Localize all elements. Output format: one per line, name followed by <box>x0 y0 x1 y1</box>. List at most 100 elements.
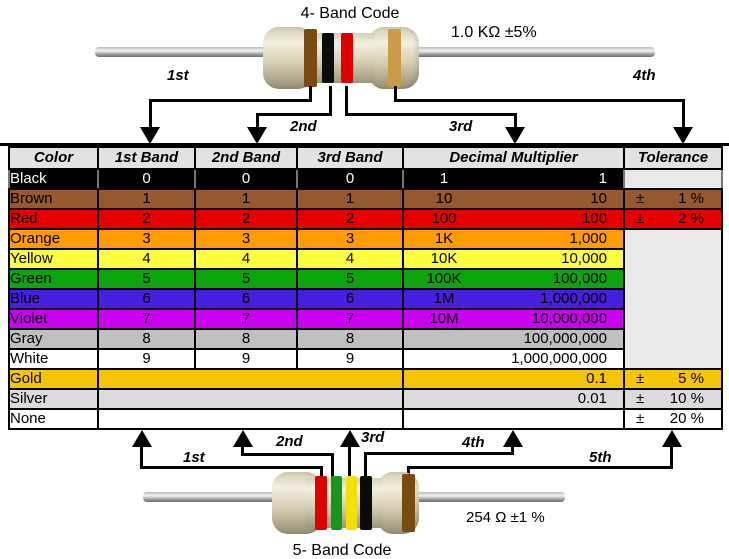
top-arrow-2nd-shaft <box>256 113 259 130</box>
multiplier-value: 1,000 <box>569 230 607 247</box>
table-row-silver: Silver 0.01 ±10 % <box>8 388 723 410</box>
multiplier-value: 10,000,000 <box>531 310 607 327</box>
band-2-cell: 9 <box>194 348 298 370</box>
table-row-green: Green 5 5 5 100K 100,000 <box>8 268 722 290</box>
band-2-cell: 4 <box>194 248 298 270</box>
multiplier-shorthand: 10K <box>430 250 458 267</box>
color-name-cell: Silver <box>8 388 99 410</box>
decimal-multiplier-cell: 10M 10,000,000 <box>402 308 625 330</box>
tolerance-cell: ±2 % <box>623 208 723 230</box>
bottom-band-green <box>331 476 342 530</box>
table-row-brown: Brown 1 1 1 10 10 ±1 % <box>8 188 723 210</box>
tolerance-cell: ±5 % <box>623 368 723 390</box>
multiplier-shorthand <box>405 351 484 367</box>
top-arrow-1st-stub <box>309 86 312 102</box>
bottom-arrow-4th-shaft <box>511 444 514 455</box>
color-code-table: Color 1st Band 2nd Band 3rd Band Decimal… <box>8 146 723 430</box>
table-row-gold: Gold 0.1 ±5 % <box>8 368 723 390</box>
decimal-multiplier-cell: 100K 100,000 <box>402 268 625 290</box>
multiplier-value: 1,000,000 <box>540 290 607 307</box>
table-row-blue: Blue 6 6 6 1M 1,000,000 <box>8 288 722 310</box>
band-1-cell: 1 <box>97 188 196 210</box>
plus-minus-sign: ± <box>636 190 645 207</box>
bottom-arrow-2nd-shaft <box>241 444 244 456</box>
decimal-multiplier-cell <box>402 408 625 430</box>
band-2-cell: 1 <box>194 188 298 210</box>
color-name-cell: Violet <box>8 308 99 330</box>
decimal-multiplier-cell: 1,000,000,000 <box>402 348 625 370</box>
band-1-cell: 0 <box>97 168 196 190</box>
header-1st-band: 1st Band <box>97 146 196 170</box>
band-3-cell: 6 <box>296 288 404 310</box>
bottom-arrow-5th-stub <box>407 466 410 476</box>
bottom-arrow-2nd-head-icon <box>233 430 253 447</box>
band-1-cell: 5 <box>97 268 196 290</box>
band-1-cell: 2 <box>97 208 196 230</box>
multiplier-shorthand: 10 <box>435 190 453 207</box>
bottom-arrow-4th-stub <box>364 452 367 480</box>
decimal-multiplier-cell: 10K 10,000 <box>402 248 625 270</box>
top-arrow-2nd-rail <box>256 113 332 116</box>
top-arrow-1st-head-icon <box>140 127 160 144</box>
table-top-rule <box>0 143 729 146</box>
bottom-arrow-4th-head-icon <box>503 430 523 447</box>
bottom-arrow-5th-head-icon <box>662 430 682 447</box>
four-band-title: 4- Band Code <box>300 5 400 22</box>
top-arrow-4th-stub <box>394 86 397 102</box>
multiplier-shorthand: 1 <box>439 170 449 187</box>
top-arrow-3rd-rail <box>345 113 517 116</box>
band-3-cell: 9 <box>296 348 404 370</box>
bottom-arrow-2nd-rail <box>241 453 334 456</box>
tolerance-cell: ±1 % <box>623 188 723 210</box>
multiplier-value: 0.01 <box>577 390 607 407</box>
header-decimal-multiplier: Decimal Multiplier <box>402 146 625 170</box>
multiplier-shorthand <box>405 331 484 347</box>
plus-minus-sign: ± <box>636 390 645 407</box>
multiplier-shorthand: 100 <box>431 210 457 227</box>
top-band-gold <box>388 29 401 87</box>
band-3-cell: 4 <box>296 248 404 270</box>
decimal-multiplier-cell: 0.1 <box>402 368 625 390</box>
band-2-cell: 6 <box>194 288 298 310</box>
tolerance-value: 5 % <box>678 370 704 387</box>
tolerance-cell: ±10 % <box>623 388 723 410</box>
bottom-arrow-1st-shaft <box>140 444 143 469</box>
color-name-cell: Brown <box>8 188 99 210</box>
decimal-multiplier-cell: 1K 1,000 <box>402 228 625 250</box>
bottom-arrow-5th-rail <box>407 466 673 469</box>
color-table-body: Black 0 0 0 1 1 Brown 1 1 1 10 10 ±1 % Red 2 2 2 100 100 ±2… <box>8 168 723 430</box>
header-color: Color <box>8 146 99 170</box>
multiplier-shorthand <box>405 371 484 387</box>
table-row-violet: Violet 7 7 7 10M 10,000,000 <box>8 308 722 330</box>
table-row-none: None ±20 % <box>8 408 723 430</box>
bottom-arrow-1st-head-icon <box>132 430 152 447</box>
top-arrow-3rd-stub <box>345 86 348 116</box>
multiplier-value: 100 <box>581 210 607 227</box>
top-band-brown <box>304 29 317 87</box>
top-arrow-2nd-head-icon <box>247 127 267 144</box>
band-2-cell: 8 <box>194 328 298 350</box>
color-name-cell: Red <box>8 208 99 230</box>
color-name-cell: White <box>8 348 99 370</box>
band-1-cell: 6 <box>97 288 196 310</box>
top-arrow-2nd-stub <box>329 86 332 116</box>
top-pointer-2nd: 2nd <box>290 118 317 135</box>
decimal-multiplier-cell: 100 100 <box>402 208 625 230</box>
band-3-cell: 5 <box>296 268 404 290</box>
five-band-title: 5- Band Code <box>292 542 392 559</box>
tolerance-value: 20 % <box>669 410 704 427</box>
band-1-cell: 9 <box>97 348 196 370</box>
decimal-multiplier-cell: 100,000,000 <box>402 328 625 350</box>
merged-bands-cell <box>97 388 404 410</box>
bottom-pointer-2nd: 2nd <box>276 433 303 450</box>
band-3-cell: 7 <box>296 308 404 330</box>
band-1-cell: 8 <box>97 328 196 350</box>
multiplier-value: 1 <box>598 170 607 187</box>
multiplier-shorthand <box>405 391 484 407</box>
merged-bands-cell <box>97 408 404 430</box>
bottom-band-brown <box>402 474 415 532</box>
bottom-pointer-5th: 5th <box>589 449 612 466</box>
bottom-arrow-2nd-stub <box>331 453 334 480</box>
